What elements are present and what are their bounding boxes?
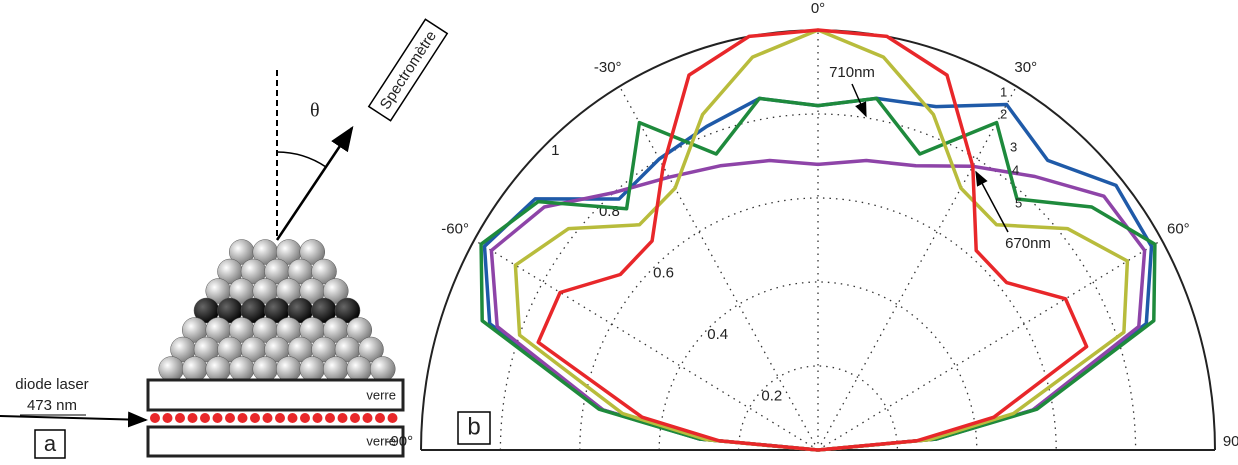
panel-box bbox=[34, 429, 66, 459]
sphere bbox=[358, 336, 384, 363]
dye-dot bbox=[200, 413, 210, 423]
dye-dot bbox=[350, 413, 360, 423]
laser-arrow bbox=[0, 411, 148, 428]
series-line bbox=[536, 28, 1089, 452]
r-tick-label: 0.4 bbox=[707, 326, 728, 343]
glass-label: verre bbox=[366, 387, 396, 402]
dye-layer bbox=[150, 413, 398, 423]
sphere bbox=[346, 317, 372, 343]
glass-label: verre bbox=[366, 433, 396, 448]
angle-arc bbox=[276, 151, 327, 168]
sphere bbox=[229, 356, 255, 382]
dye-dot bbox=[225, 413, 235, 423]
series-label: 4 bbox=[1012, 162, 1019, 177]
glass-bottom bbox=[146, 425, 405, 458]
dye-dot bbox=[237, 413, 248, 423]
dye-dot bbox=[287, 413, 298, 423]
dye-dot bbox=[275, 413, 285, 423]
dye-dot bbox=[250, 413, 260, 423]
annotation-arrow bbox=[975, 170, 1009, 233]
laser-label: diode laser bbox=[15, 376, 88, 393]
emission-arrow bbox=[275, 125, 354, 241]
sphere bbox=[299, 239, 325, 265]
dye-dot bbox=[325, 413, 335, 423]
sphere bbox=[323, 356, 349, 382]
polar-chart: 0.20.40.60.81-90°-60°-30°0°30°60°90°1234… bbox=[385, 0, 1238, 452]
dye-dot bbox=[337, 413, 348, 423]
panel-label: a bbox=[44, 431, 57, 456]
sphere bbox=[323, 278, 349, 304]
sphere bbox=[205, 356, 231, 382]
sample-diagram: θ Spectromètre verre verre diode laser 4… bbox=[0, 18, 449, 459]
grid-ring bbox=[737, 365, 899, 451]
sphere bbox=[334, 297, 361, 324]
grid-spoke bbox=[618, 85, 819, 451]
dye-dot bbox=[300, 413, 310, 423]
panel-box bbox=[457, 411, 491, 445]
sphere bbox=[252, 356, 278, 382]
sphere bbox=[311, 258, 337, 285]
dye-dot bbox=[375, 413, 385, 423]
spectrometer-box bbox=[367, 18, 449, 122]
dye-dot bbox=[187, 413, 198, 423]
glass-top bbox=[146, 378, 405, 412]
sphere bbox=[158, 356, 184, 382]
theta-tick-label: -60° bbox=[441, 220, 469, 237]
angle-label: θ bbox=[310, 100, 320, 122]
r-tick-label: 0.6 bbox=[653, 265, 674, 282]
sphere bbox=[276, 356, 302, 382]
annotation: 670nm bbox=[1005, 235, 1051, 252]
dye-dot bbox=[162, 413, 173, 423]
annotation-arrow bbox=[851, 83, 867, 118]
theta-tick-label: 60° bbox=[1167, 220, 1190, 237]
grid-ring bbox=[658, 281, 978, 451]
series-label: 1 bbox=[1000, 84, 1007, 99]
dye-dot bbox=[150, 413, 160, 423]
grid-spoke bbox=[817, 85, 1018, 451]
panel-label: b bbox=[467, 413, 480, 440]
r-tick-label: 1 bbox=[551, 142, 559, 159]
series-label: 5 bbox=[1015, 195, 1022, 210]
theta-tick-label: -30° bbox=[594, 59, 622, 76]
spectrometer-label: Spectromètre bbox=[377, 28, 440, 113]
dye-dot bbox=[362, 413, 373, 423]
laser-wavelength: 473 nm bbox=[27, 397, 77, 414]
dye-dot bbox=[212, 413, 223, 423]
grid-ring bbox=[420, 29, 1216, 451]
spectrometer: Spectromètre bbox=[367, 18, 449, 122]
annotation: 710nm bbox=[829, 64, 875, 81]
dye-dot bbox=[312, 413, 323, 423]
sphere bbox=[182, 356, 208, 382]
series-line bbox=[489, 158, 1147, 452]
dye-dot bbox=[175, 413, 185, 423]
series-line bbox=[479, 96, 1157, 452]
theta-tick-label: 90° bbox=[1223, 433, 1238, 450]
grid-ring bbox=[579, 197, 1057, 451]
dye-dot bbox=[387, 413, 398, 423]
sphere bbox=[299, 356, 325, 382]
dye-dot bbox=[262, 413, 273, 423]
r-tick-label: 0.2 bbox=[761, 388, 782, 405]
theta-tick-label: -90° bbox=[385, 433, 413, 450]
theta-tick-label: 30° bbox=[1014, 59, 1037, 76]
sphere bbox=[346, 356, 372, 382]
series-label: 2 bbox=[1000, 106, 1007, 121]
sphere-stack bbox=[158, 239, 396, 382]
sphere bbox=[370, 356, 396, 382]
theta-tick-label: 0° bbox=[811, 0, 825, 17]
series-label: 3 bbox=[1010, 139, 1017, 154]
